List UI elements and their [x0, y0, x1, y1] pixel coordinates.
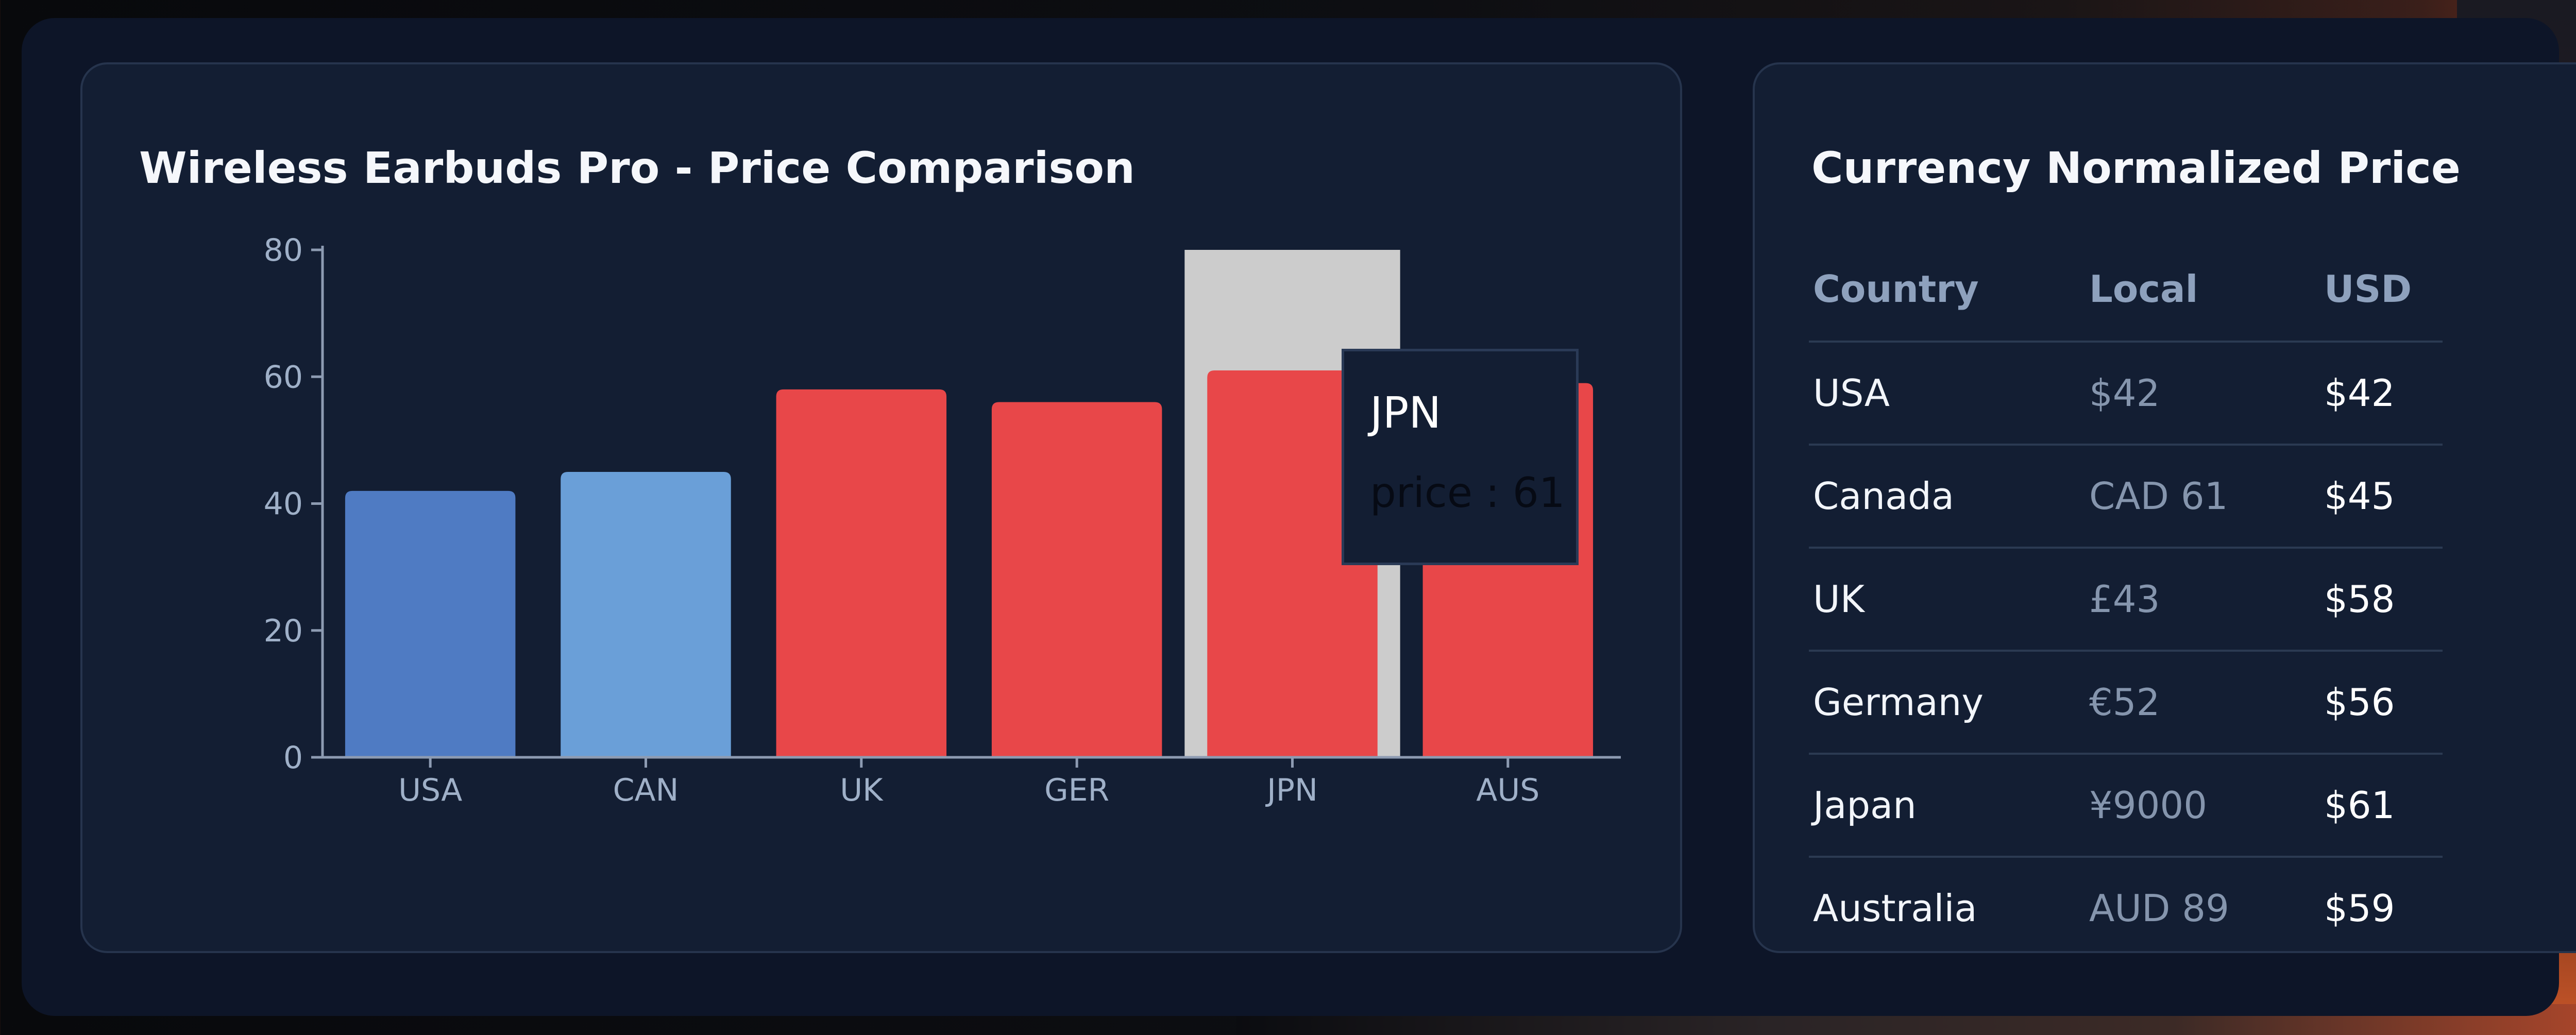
local-price-cell: AUD 89 — [2085, 857, 2320, 951]
x-tick-label: JPN — [1265, 772, 1318, 808]
x-tick-label: USA — [398, 772, 462, 808]
usd-price-cell: $42 — [2320, 342, 2443, 446]
bar-can[interactable] — [561, 471, 731, 757]
x-tick-label: GER — [1044, 772, 1109, 808]
table-row: UK £43 $58 — [1809, 548, 2443, 652]
chart-tooltip: JPN price : 61 — [1342, 349, 1579, 565]
price-comparison-panel: Wireless Earbuds Pro - Price Comparison … — [80, 62, 1682, 953]
country-cell: Australia — [1809, 857, 2085, 951]
bar-jpn[interactable] — [1207, 370, 1378, 757]
country-cell: UK — [1809, 548, 2085, 652]
country-cell: Canada — [1809, 445, 2085, 549]
tooltip-value: price : 61 — [1370, 469, 1565, 517]
bar-usa[interactable] — [345, 490, 516, 757]
usd-price-cell: $56 — [2320, 651, 2443, 755]
x-tick-label: UK — [840, 772, 884, 808]
x-tick-label: CAN — [613, 772, 679, 808]
country-cell: Japan — [1809, 754, 2085, 858]
bar-ger[interactable] — [991, 402, 1162, 758]
column-header-usd[interactable]: USD — [2320, 237, 2443, 343]
y-tick-label: 0 — [283, 740, 303, 776]
local-price-cell: ¥9000 — [2085, 754, 2320, 858]
x-tick-label: AUS — [1476, 772, 1539, 808]
currency-table-panel: Currency Normalized Price Country Local … — [1753, 62, 2576, 953]
y-tick-label: 80 — [264, 232, 303, 268]
local-price-cell: £43 — [2085, 548, 2320, 652]
table-title: Currency Normalized Price — [1811, 143, 2461, 193]
y-tick-label: 60 — [264, 359, 303, 395]
table-row: Australia AUD 89 $59 — [1809, 857, 2443, 951]
usd-price-cell: $61 — [2320, 754, 2443, 858]
table-row: Canada CAD 61 $45 — [1809, 445, 2443, 549]
bar-uk[interactable] — [776, 389, 947, 757]
local-price-cell: CAD 61 — [2085, 445, 2320, 549]
column-header-local[interactable]: Local — [2085, 237, 2320, 343]
y-tick-label: 40 — [264, 486, 303, 522]
table-header-row: Country Local USD — [1809, 237, 2443, 343]
usd-price-cell: $59 — [2320, 857, 2443, 951]
column-header-country[interactable]: Country — [1809, 237, 2085, 343]
table-row: USA $42 $42 — [1809, 342, 2443, 446]
chart-title: Wireless Earbuds Pro - Price Comparison — [139, 143, 1135, 193]
usd-price-cell: $58 — [2320, 548, 2443, 652]
tooltip-title: JPN — [1370, 387, 1442, 438]
country-cell: Germany — [1809, 651, 2085, 755]
table-row: Japan ¥9000 $61 — [1809, 754, 2443, 858]
local-price-cell: €52 — [2085, 651, 2320, 755]
local-price-cell: $42 — [2085, 342, 2320, 446]
country-cell: USA — [1809, 342, 2085, 446]
y-tick-label: 20 — [264, 613, 303, 649]
usd-price-cell: $45 — [2320, 445, 2443, 549]
currency-price-table: Country Local USD USA $42 $42 Canada CAD… — [1809, 237, 2443, 951]
price-bar-chart: 0 20 40 60 80 USA CAN UK GER JPN AUS — [264, 232, 1621, 808]
dashboard-window: Wireless Earbuds Pro - Price Comparison … — [22, 18, 2576, 1016]
table-row: Germany €52 $56 — [1809, 651, 2443, 755]
